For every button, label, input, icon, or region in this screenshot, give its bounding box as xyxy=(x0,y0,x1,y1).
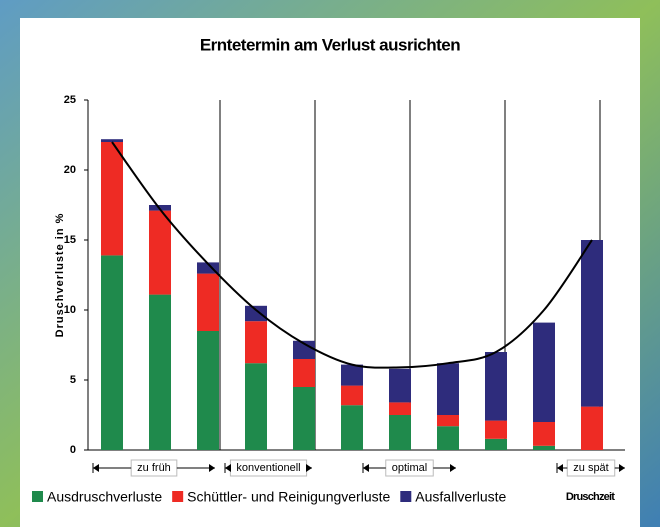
y-tick-label: 10 xyxy=(64,304,76,316)
annotation: konventionell xyxy=(236,462,300,474)
bar-segment xyxy=(245,321,267,364)
bar-segment xyxy=(485,438,507,450)
bar-segment xyxy=(101,255,123,450)
bar-segment xyxy=(533,445,555,450)
y-tick-label: 5 xyxy=(70,374,76,386)
bar-segment xyxy=(437,363,459,415)
bar-segment xyxy=(485,352,507,421)
y-tick-label: 0 xyxy=(70,444,76,456)
arrow-head xyxy=(557,464,563,472)
bar-segment xyxy=(581,240,603,407)
bar-segment xyxy=(341,385,363,406)
legend-swatch xyxy=(32,491,43,502)
chart-title: Erntetermin am Verlust ausrichten xyxy=(200,35,460,54)
bar-segment xyxy=(437,415,459,427)
arrow-head xyxy=(93,464,99,472)
annotation: optimal xyxy=(392,462,427,474)
bar-segment xyxy=(389,368,411,403)
y-tick-label: 25 xyxy=(64,94,76,106)
legend-label: Ausdruschverluste xyxy=(47,489,162,505)
bar-segment xyxy=(149,210,171,295)
y-tick-label: 15 xyxy=(64,234,76,246)
legend-swatch xyxy=(400,491,412,502)
bar-segment xyxy=(101,142,123,256)
bar-segment xyxy=(581,406,603,450)
legend-label: Schüttler- und Reinigungverluste xyxy=(187,489,390,505)
bar-segment xyxy=(149,294,171,450)
arrow-head xyxy=(450,464,456,472)
arrow-head xyxy=(209,464,215,472)
bar-segment xyxy=(437,426,459,450)
arrow-head xyxy=(363,464,369,472)
bar-segment xyxy=(245,363,267,450)
bar-segment xyxy=(101,139,123,142)
trend-line xyxy=(111,141,593,369)
y-tick-label: 20 xyxy=(64,164,76,176)
legend-label: Ausfallverluste xyxy=(415,489,506,505)
arrow-head xyxy=(306,464,312,472)
bar-segment xyxy=(533,322,555,422)
bar-segment xyxy=(293,387,315,450)
arrow-head xyxy=(619,464,625,472)
legend-swatch xyxy=(172,491,184,502)
bar-segment xyxy=(389,415,411,450)
bar-segment xyxy=(197,273,219,331)
annotation: zu spät xyxy=(573,462,608,474)
legend-box xyxy=(26,486,548,508)
bar-segment xyxy=(197,331,219,450)
bar-segment xyxy=(293,359,315,387)
arrow-head xyxy=(225,464,231,472)
bar-segment xyxy=(389,402,411,415)
annotation: zu früh xyxy=(137,462,171,474)
bar-segment xyxy=(341,405,363,450)
bar-segment xyxy=(245,305,267,322)
bar-segment xyxy=(197,262,219,274)
y-axis-label: Druschverluste in % xyxy=(54,213,66,338)
bar-segment xyxy=(533,422,555,446)
bar-segment xyxy=(341,364,363,386)
x-axis-label: Druschzeit xyxy=(566,491,615,503)
bar-segment xyxy=(293,340,315,359)
bar-segment xyxy=(485,420,507,439)
